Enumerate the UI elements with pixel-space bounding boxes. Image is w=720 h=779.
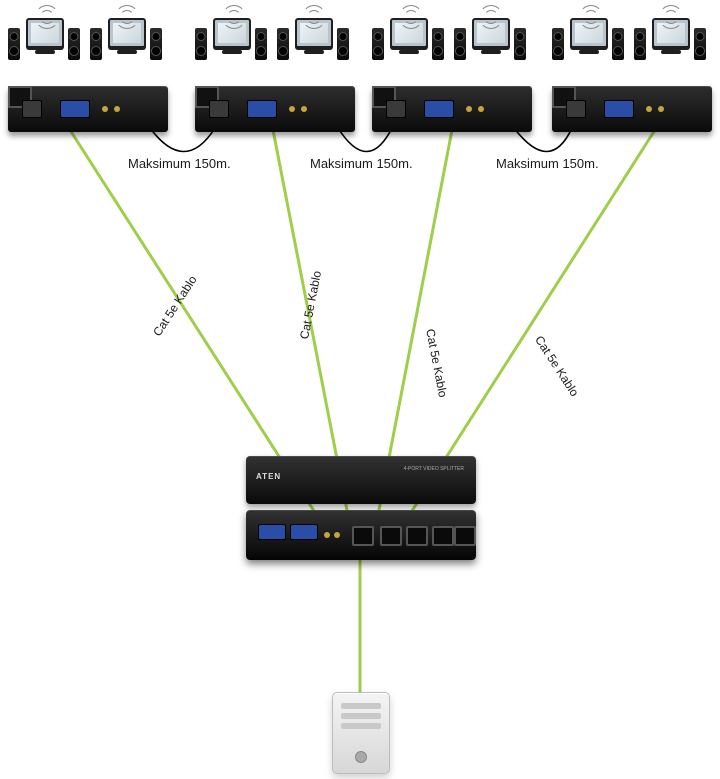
hub-front: ATEN 4-PORT VIDEO SPLITTER bbox=[246, 456, 476, 504]
rj45-port-icon bbox=[432, 526, 454, 546]
speaker-icon bbox=[8, 28, 20, 60]
speaker-icon bbox=[372, 28, 384, 60]
serial-port-icon bbox=[22, 100, 42, 118]
receiver-unit-4 bbox=[552, 86, 712, 132]
vga-port-icon bbox=[290, 524, 318, 540]
distance-label-2: Maksimum 150m. bbox=[310, 156, 413, 171]
cable-label-4: Cat 5e Kablo bbox=[532, 333, 582, 399]
wireless-icon bbox=[40, 4, 64, 28]
wireless-icon bbox=[120, 4, 144, 28]
station-3 bbox=[372, 6, 532, 66]
speaker-icon bbox=[337, 28, 349, 60]
distance-label-1: Maksimum 150m. bbox=[128, 156, 231, 171]
hub-model: 4-PORT VIDEO SPLITTER bbox=[404, 466, 464, 473]
station-4 bbox=[552, 6, 712, 66]
wireless-icon bbox=[307, 4, 331, 28]
audio-jack-icon bbox=[658, 106, 664, 112]
cable-label-3: Cat 5e Kablo bbox=[423, 328, 450, 399]
speaker-icon bbox=[432, 28, 444, 60]
audio-jack-icon bbox=[114, 106, 120, 112]
receiver-unit-1 bbox=[8, 86, 168, 132]
speaker-icon bbox=[514, 28, 526, 60]
rj45-port-icon bbox=[380, 526, 402, 546]
serial-port-icon bbox=[386, 100, 406, 118]
distance-label-3: Maksimum 150m. bbox=[496, 156, 599, 171]
speaker-icon bbox=[634, 28, 646, 60]
diagram-canvas: Maksimum 150m. Maksimum 150m. Maksimum 1… bbox=[0, 0, 720, 779]
vga-port-icon bbox=[247, 100, 277, 118]
serial-port-icon bbox=[566, 100, 586, 118]
speaker-icon bbox=[694, 28, 706, 60]
wireless-icon bbox=[484, 4, 508, 28]
rj45-port-icon bbox=[406, 526, 428, 546]
wireless-icon bbox=[664, 4, 688, 28]
speaker-icon bbox=[454, 28, 466, 60]
serial-port-icon bbox=[209, 100, 229, 118]
server-node bbox=[332, 692, 390, 774]
wireless-icon bbox=[584, 4, 608, 28]
audio-jack-icon bbox=[289, 106, 295, 112]
rj45-port-icon bbox=[454, 526, 476, 546]
audio-jack-icon bbox=[646, 106, 652, 112]
speaker-icon bbox=[552, 28, 564, 60]
station-1 bbox=[8, 6, 168, 66]
speaker-icon bbox=[150, 28, 162, 60]
station-2 bbox=[195, 6, 355, 66]
cable-label-2: Cat 5e Kablo bbox=[297, 270, 324, 341]
hub-rear bbox=[246, 510, 476, 560]
splitter-hub: ATEN 4-PORT VIDEO SPLITTER bbox=[246, 456, 476, 566]
hub-brand: ATEN bbox=[256, 472, 281, 481]
audio-jack-icon bbox=[301, 106, 307, 112]
audio-jack-icon bbox=[324, 532, 330, 538]
speaker-icon bbox=[277, 28, 289, 60]
wireless-icon bbox=[227, 4, 251, 28]
audio-jack-icon bbox=[478, 106, 484, 112]
vga-port-icon bbox=[60, 100, 90, 118]
speaker-icon bbox=[68, 28, 80, 60]
cable-label-1: Cat 5e Kablo bbox=[150, 273, 200, 339]
audio-jack-icon bbox=[466, 106, 472, 112]
rj45-port-icon bbox=[352, 526, 374, 546]
receiver-unit-3 bbox=[372, 86, 532, 132]
speaker-icon bbox=[90, 28, 102, 60]
speaker-icon bbox=[195, 28, 207, 60]
vga-port-icon bbox=[424, 100, 454, 118]
speaker-icon bbox=[612, 28, 624, 60]
vga-port-icon bbox=[258, 524, 286, 540]
audio-jack-icon bbox=[102, 106, 108, 112]
receiver-unit-2 bbox=[195, 86, 355, 132]
vga-port-icon bbox=[604, 100, 634, 118]
speaker-icon bbox=[255, 28, 267, 60]
wireless-icon bbox=[404, 4, 428, 28]
audio-jack-icon bbox=[334, 532, 340, 538]
